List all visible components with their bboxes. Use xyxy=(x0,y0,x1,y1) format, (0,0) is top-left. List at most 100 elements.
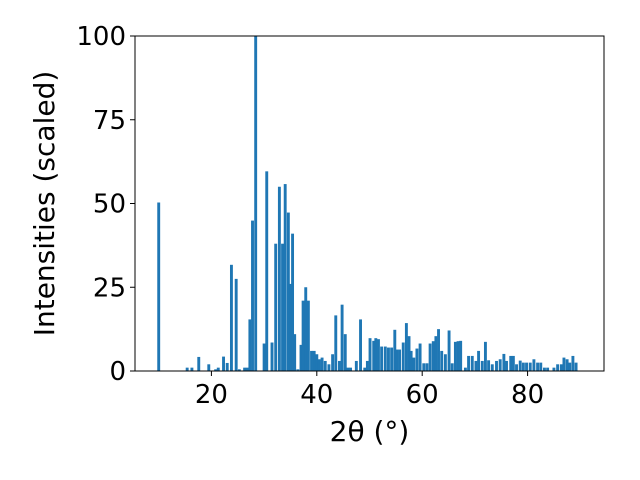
bar xyxy=(237,369,241,371)
bar xyxy=(536,362,540,372)
bar xyxy=(343,334,347,371)
bar xyxy=(409,350,413,371)
bar xyxy=(463,367,467,371)
bar xyxy=(234,278,238,372)
bar xyxy=(407,336,411,371)
bar xyxy=(270,342,274,371)
bar xyxy=(552,367,556,371)
bar xyxy=(456,341,460,371)
bar xyxy=(254,36,258,371)
bar xyxy=(434,336,438,371)
x-tick-label: 60 xyxy=(406,380,439,410)
bar xyxy=(289,283,292,371)
bar xyxy=(262,343,266,371)
bar xyxy=(312,350,316,371)
bar xyxy=(265,171,269,371)
bar xyxy=(306,300,310,371)
bar xyxy=(363,367,367,371)
bar xyxy=(197,356,201,371)
bar xyxy=(390,347,394,371)
bar xyxy=(415,348,419,371)
y-tick-label: 50 xyxy=(93,190,126,220)
x-tick-label: 80 xyxy=(511,380,544,410)
bar xyxy=(245,367,249,371)
x-tick-label: 40 xyxy=(300,380,333,410)
bar xyxy=(365,360,369,371)
bar xyxy=(404,323,408,371)
bar xyxy=(431,341,435,371)
bar xyxy=(525,362,528,372)
bar xyxy=(293,334,297,371)
bar xyxy=(509,355,513,371)
bar xyxy=(477,350,481,371)
bar xyxy=(511,355,515,371)
bar xyxy=(412,357,416,371)
bar xyxy=(532,359,536,371)
bar xyxy=(248,319,252,371)
bar xyxy=(317,359,321,371)
bar xyxy=(359,319,362,371)
bar xyxy=(418,343,422,371)
bar xyxy=(368,338,372,371)
bar xyxy=(498,359,502,371)
bar xyxy=(323,360,327,371)
y-axis-ticks: 0 25 50 75 100 xyxy=(76,22,135,387)
bar xyxy=(277,186,281,371)
bar xyxy=(428,343,432,371)
bar xyxy=(483,341,487,371)
bar xyxy=(310,350,313,371)
bar xyxy=(474,360,478,371)
bar xyxy=(574,362,578,372)
y-axis-label: Intensities (scaled) xyxy=(28,71,61,337)
bar xyxy=(222,356,225,371)
bar xyxy=(395,349,399,371)
bar xyxy=(571,355,575,371)
y-tick-label: 25 xyxy=(93,273,126,303)
bar xyxy=(546,367,550,371)
bar xyxy=(315,354,319,371)
bar xyxy=(505,360,508,371)
x-tick-label: 20 xyxy=(195,380,228,410)
bar xyxy=(327,364,331,371)
bar xyxy=(401,342,405,371)
bar xyxy=(299,344,303,371)
bar xyxy=(274,243,278,371)
bar xyxy=(521,362,525,372)
bar-series xyxy=(157,36,578,372)
bar xyxy=(320,357,324,371)
bar xyxy=(425,363,429,371)
bar xyxy=(443,354,447,371)
bar xyxy=(440,350,444,371)
bar xyxy=(518,360,522,371)
bar xyxy=(437,329,440,372)
bar xyxy=(398,349,401,371)
bar xyxy=(470,355,474,371)
y-tick-label: 75 xyxy=(93,106,126,136)
bar xyxy=(283,184,287,371)
bar xyxy=(346,367,350,371)
bar xyxy=(383,346,387,371)
x-axis-label: 2θ (°) xyxy=(330,415,410,448)
bar xyxy=(157,202,161,371)
bar xyxy=(565,359,569,371)
bar xyxy=(304,287,308,371)
bar xyxy=(480,360,484,371)
bar xyxy=(372,340,376,371)
bar xyxy=(467,355,471,371)
bar xyxy=(487,360,491,371)
bar xyxy=(450,363,454,371)
y-tick-label: 0 xyxy=(109,357,126,387)
bar xyxy=(459,340,463,371)
bar xyxy=(251,220,254,371)
plot-frame xyxy=(134,35,605,372)
bar xyxy=(393,329,397,371)
bar xyxy=(568,362,572,372)
bar xyxy=(243,367,247,371)
bar xyxy=(502,353,506,371)
bar xyxy=(291,233,295,371)
bar xyxy=(490,364,494,371)
bar xyxy=(338,360,341,371)
bar xyxy=(331,354,335,371)
bar xyxy=(453,341,457,371)
